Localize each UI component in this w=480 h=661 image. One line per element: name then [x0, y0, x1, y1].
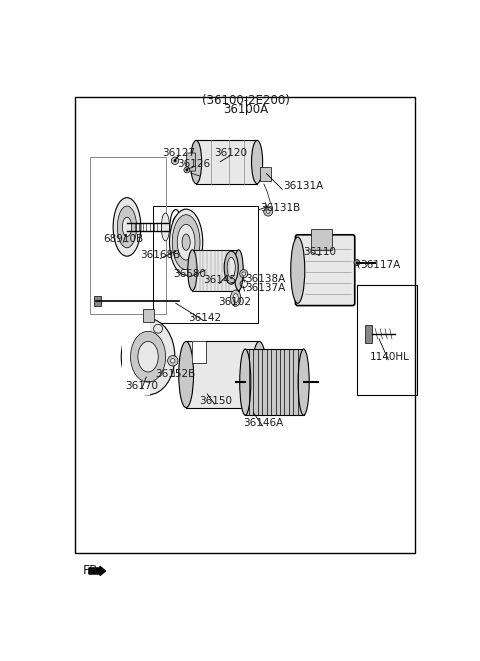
Ellipse shape [179, 342, 193, 408]
Ellipse shape [113, 198, 141, 256]
Text: 36145: 36145 [203, 276, 236, 286]
Bar [153, 206, 258, 323]
Bar [312, 229, 332, 250]
Text: 36170: 36170 [125, 381, 158, 391]
Ellipse shape [227, 258, 235, 278]
Ellipse shape [182, 234, 190, 251]
Text: 36126: 36126 [177, 159, 210, 169]
Ellipse shape [177, 224, 195, 260]
Text: 36146A: 36146A [244, 418, 284, 428]
Ellipse shape [191, 140, 202, 184]
Bar [357, 286, 417, 395]
Text: 1140HL: 1140HL [370, 352, 409, 362]
Ellipse shape [172, 215, 200, 270]
Circle shape [174, 160, 176, 162]
Ellipse shape [230, 290, 241, 306]
FancyBboxPatch shape [186, 153, 195, 171]
Text: 36102: 36102 [217, 297, 251, 307]
Text: 68910B: 68910B [103, 233, 144, 244]
Circle shape [242, 272, 246, 276]
Bar [95, 295, 101, 306]
Text: 36138A: 36138A [245, 274, 286, 284]
Ellipse shape [138, 342, 158, 372]
Ellipse shape [234, 250, 243, 291]
Ellipse shape [161, 213, 169, 241]
Text: 36110: 36110 [303, 247, 336, 257]
Ellipse shape [169, 209, 203, 275]
Text: 36152B: 36152B [155, 368, 195, 379]
Text: 36131A: 36131A [283, 181, 323, 191]
Bar [90, 157, 166, 315]
Circle shape [240, 270, 248, 278]
Ellipse shape [131, 331, 166, 382]
Ellipse shape [240, 349, 251, 415]
Bar [186, 342, 259, 408]
Circle shape [354, 260, 360, 266]
Circle shape [168, 356, 178, 366]
Ellipse shape [224, 251, 238, 284]
Text: 36142: 36142 [188, 313, 221, 323]
Circle shape [171, 157, 179, 165]
Ellipse shape [233, 293, 238, 303]
Ellipse shape [188, 250, 197, 291]
Circle shape [264, 207, 273, 216]
Text: 36150: 36150 [199, 396, 232, 406]
FancyArrow shape [89, 566, 106, 576]
Ellipse shape [298, 349, 309, 415]
Bar [192, 342, 206, 363]
Ellipse shape [121, 319, 175, 395]
Text: 36137A: 36137A [245, 283, 286, 293]
Text: 36117A: 36117A [360, 260, 400, 270]
Text: 36168B: 36168B [140, 250, 180, 260]
Bar [260, 167, 271, 181]
Text: 36580: 36580 [173, 269, 206, 279]
Ellipse shape [122, 217, 132, 237]
Bar [192, 250, 239, 291]
Text: (36100-2E200): (36100-2E200) [202, 95, 290, 107]
Bar [245, 349, 304, 415]
Ellipse shape [172, 217, 179, 237]
Circle shape [266, 210, 270, 214]
Bar [365, 325, 372, 343]
Bar [122, 319, 150, 395]
Ellipse shape [291, 237, 305, 303]
Ellipse shape [118, 206, 137, 248]
Ellipse shape [252, 342, 267, 408]
Text: 36120: 36120 [214, 148, 247, 158]
Bar [192, 342, 206, 363]
Bar [143, 309, 154, 322]
Circle shape [170, 358, 175, 363]
Bar [196, 140, 257, 184]
Text: 36131B: 36131B [260, 202, 300, 213]
Text: 36100A: 36100A [223, 103, 269, 116]
Circle shape [184, 167, 190, 173]
Text: FR.: FR. [83, 564, 102, 578]
Bar [75, 97, 415, 553]
FancyBboxPatch shape [295, 235, 355, 305]
Ellipse shape [252, 140, 263, 184]
Text: 36127: 36127 [162, 148, 195, 158]
Circle shape [186, 169, 188, 171]
